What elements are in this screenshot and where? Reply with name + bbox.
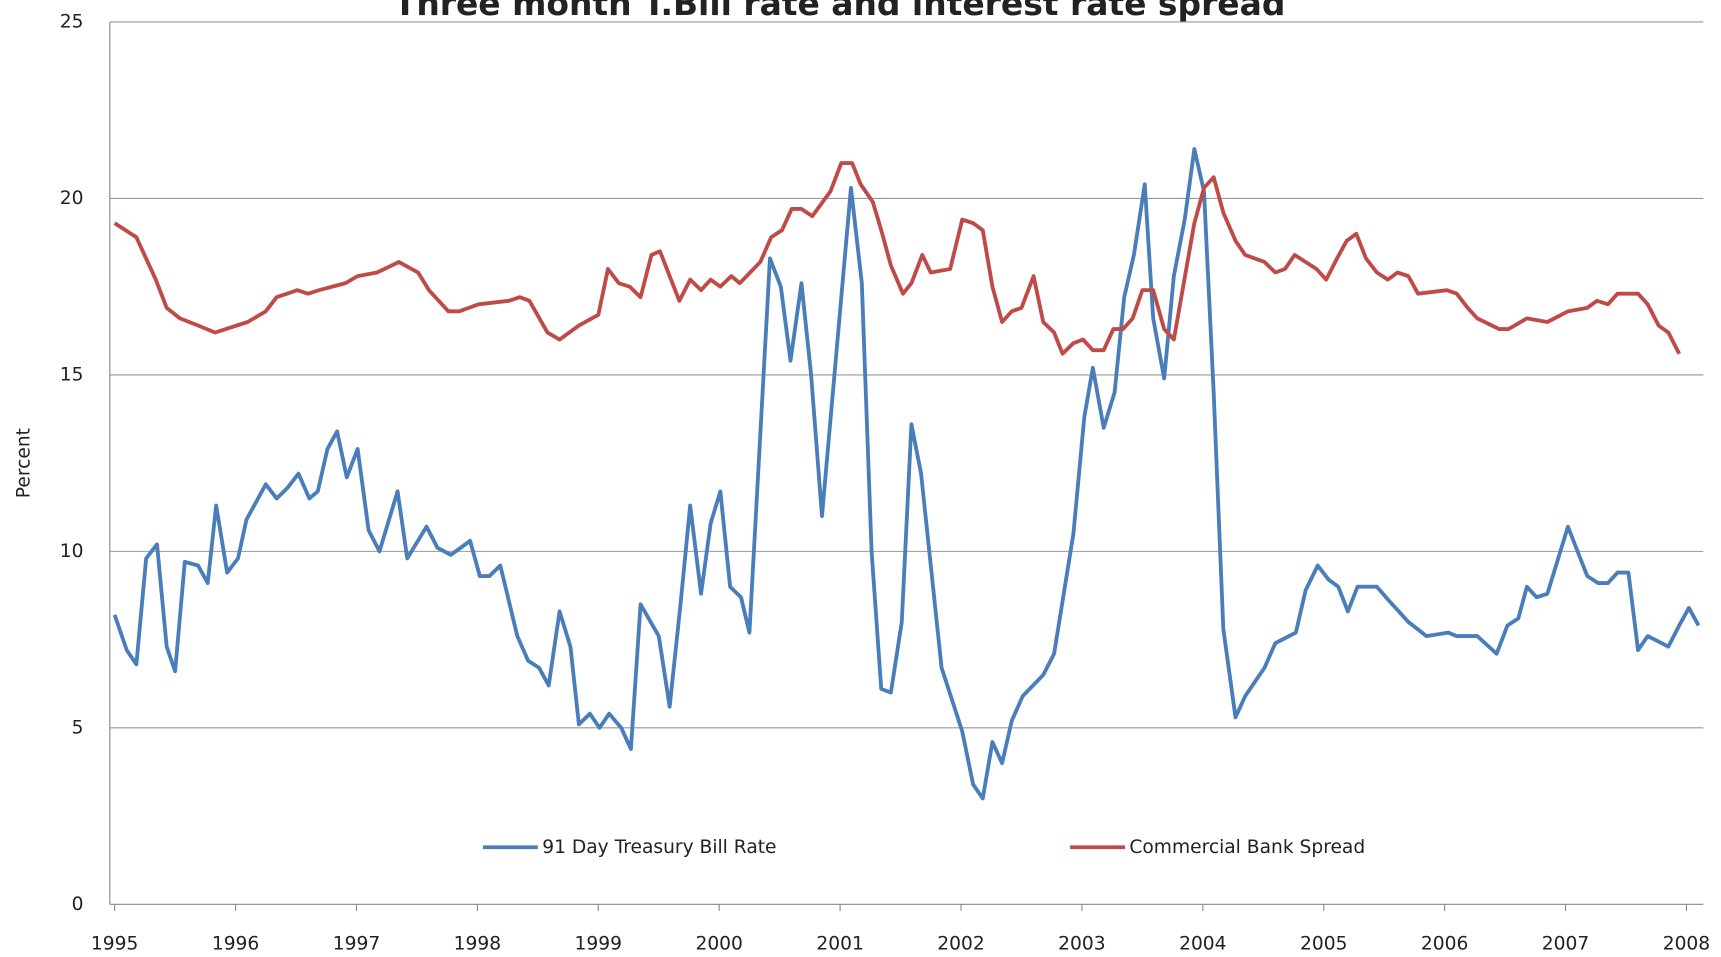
series-line xyxy=(112,147,1701,801)
x-tick-label: 1997 xyxy=(333,933,380,954)
x-tick-label: 2001 xyxy=(816,933,863,954)
y-tick-label: 0 xyxy=(72,894,84,915)
series-line xyxy=(113,161,1681,356)
y-tick-label: 15 xyxy=(60,364,84,385)
y-tick-label: 20 xyxy=(60,188,84,209)
x-tick-label: 2007 xyxy=(1542,933,1589,954)
x-tick-label: 1999 xyxy=(575,933,622,954)
x-tick-label: 2005 xyxy=(1300,933,1347,954)
x-tick-label: 2000 xyxy=(695,933,742,954)
y-axis-label: Percent xyxy=(14,428,35,498)
y-tick-label: 25 xyxy=(60,11,84,32)
x-tick-label: 2002 xyxy=(937,933,984,954)
legend-label: 91 Day Treasury Bill Rate xyxy=(542,837,776,858)
x-tick-label: 1996 xyxy=(212,933,259,954)
y-tick-label: 10 xyxy=(60,541,84,562)
x-tick-label: 2003 xyxy=(1058,933,1105,954)
y-tick-label: 5 xyxy=(72,717,84,738)
x-tick-label: 1995 xyxy=(91,933,138,954)
legend-label: Commercial Bank Spread xyxy=(1129,837,1365,858)
x-tick-label: 2004 xyxy=(1179,933,1226,954)
x-tick-label: 2008 xyxy=(1663,933,1710,954)
x-tick-label: 2006 xyxy=(1421,933,1468,954)
x-tick-label: 1998 xyxy=(454,933,501,954)
chart-title: Three month T.Bill rate and interest rat… xyxy=(394,0,1286,23)
